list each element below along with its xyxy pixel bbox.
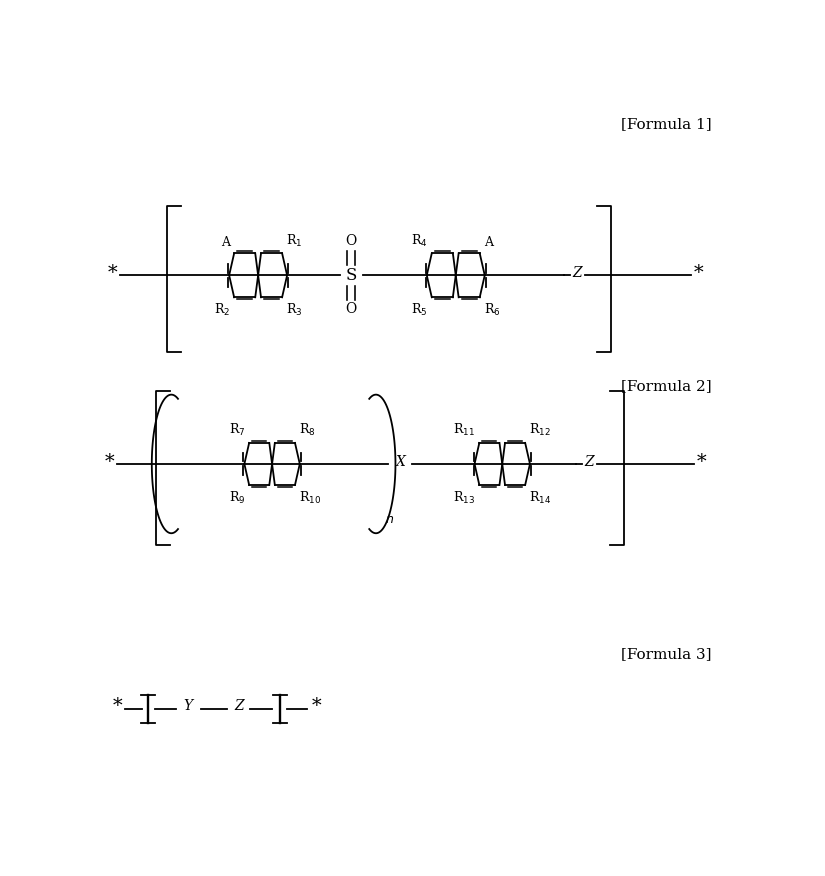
Text: R$_6$: R$_6$ [484,302,501,318]
Text: R$_5$: R$_5$ [411,302,427,318]
Text: [Formula 2]: [Formula 2] [621,379,711,393]
Text: R$_{10}$: R$_{10}$ [299,490,321,505]
Text: Y: Y [184,699,193,713]
Text: A: A [221,236,230,249]
Text: R$_{11}$: R$_{11}$ [454,422,475,438]
Text: R$_7$: R$_7$ [229,422,245,438]
Text: R$_8$: R$_8$ [299,422,315,438]
Text: S: S [346,267,356,284]
Text: A: A [484,236,493,249]
Text: [Formula 1]: [Formula 1] [621,117,711,131]
Text: R$_1$: R$_1$ [286,233,303,249]
Text: R$_{14}$: R$_{14}$ [529,490,551,505]
Text: *: * [312,696,322,715]
Text: *: * [112,696,122,715]
Text: Z: Z [584,455,594,469]
Text: Z: Z [235,699,244,713]
Text: *: * [105,453,114,470]
Text: R$_4$: R$_4$ [411,233,427,249]
Text: [Formula 3]: [Formula 3] [621,647,711,661]
Text: *: * [696,453,706,470]
Text: X: X [396,455,406,469]
Text: R$_9$: R$_9$ [229,490,245,505]
Text: R$_{13}$: R$_{13}$ [453,490,475,505]
Text: R$_3$: R$_3$ [286,302,303,318]
Text: Z: Z [573,266,582,280]
Text: *: * [694,264,703,282]
Text: O: O [346,235,356,249]
Text: R$_{12}$: R$_{12}$ [529,422,551,438]
Text: *: * [107,264,117,282]
Text: R$_2$: R$_2$ [214,302,230,318]
Text: O: O [346,302,356,316]
Text: $n$: $n$ [385,512,394,526]
